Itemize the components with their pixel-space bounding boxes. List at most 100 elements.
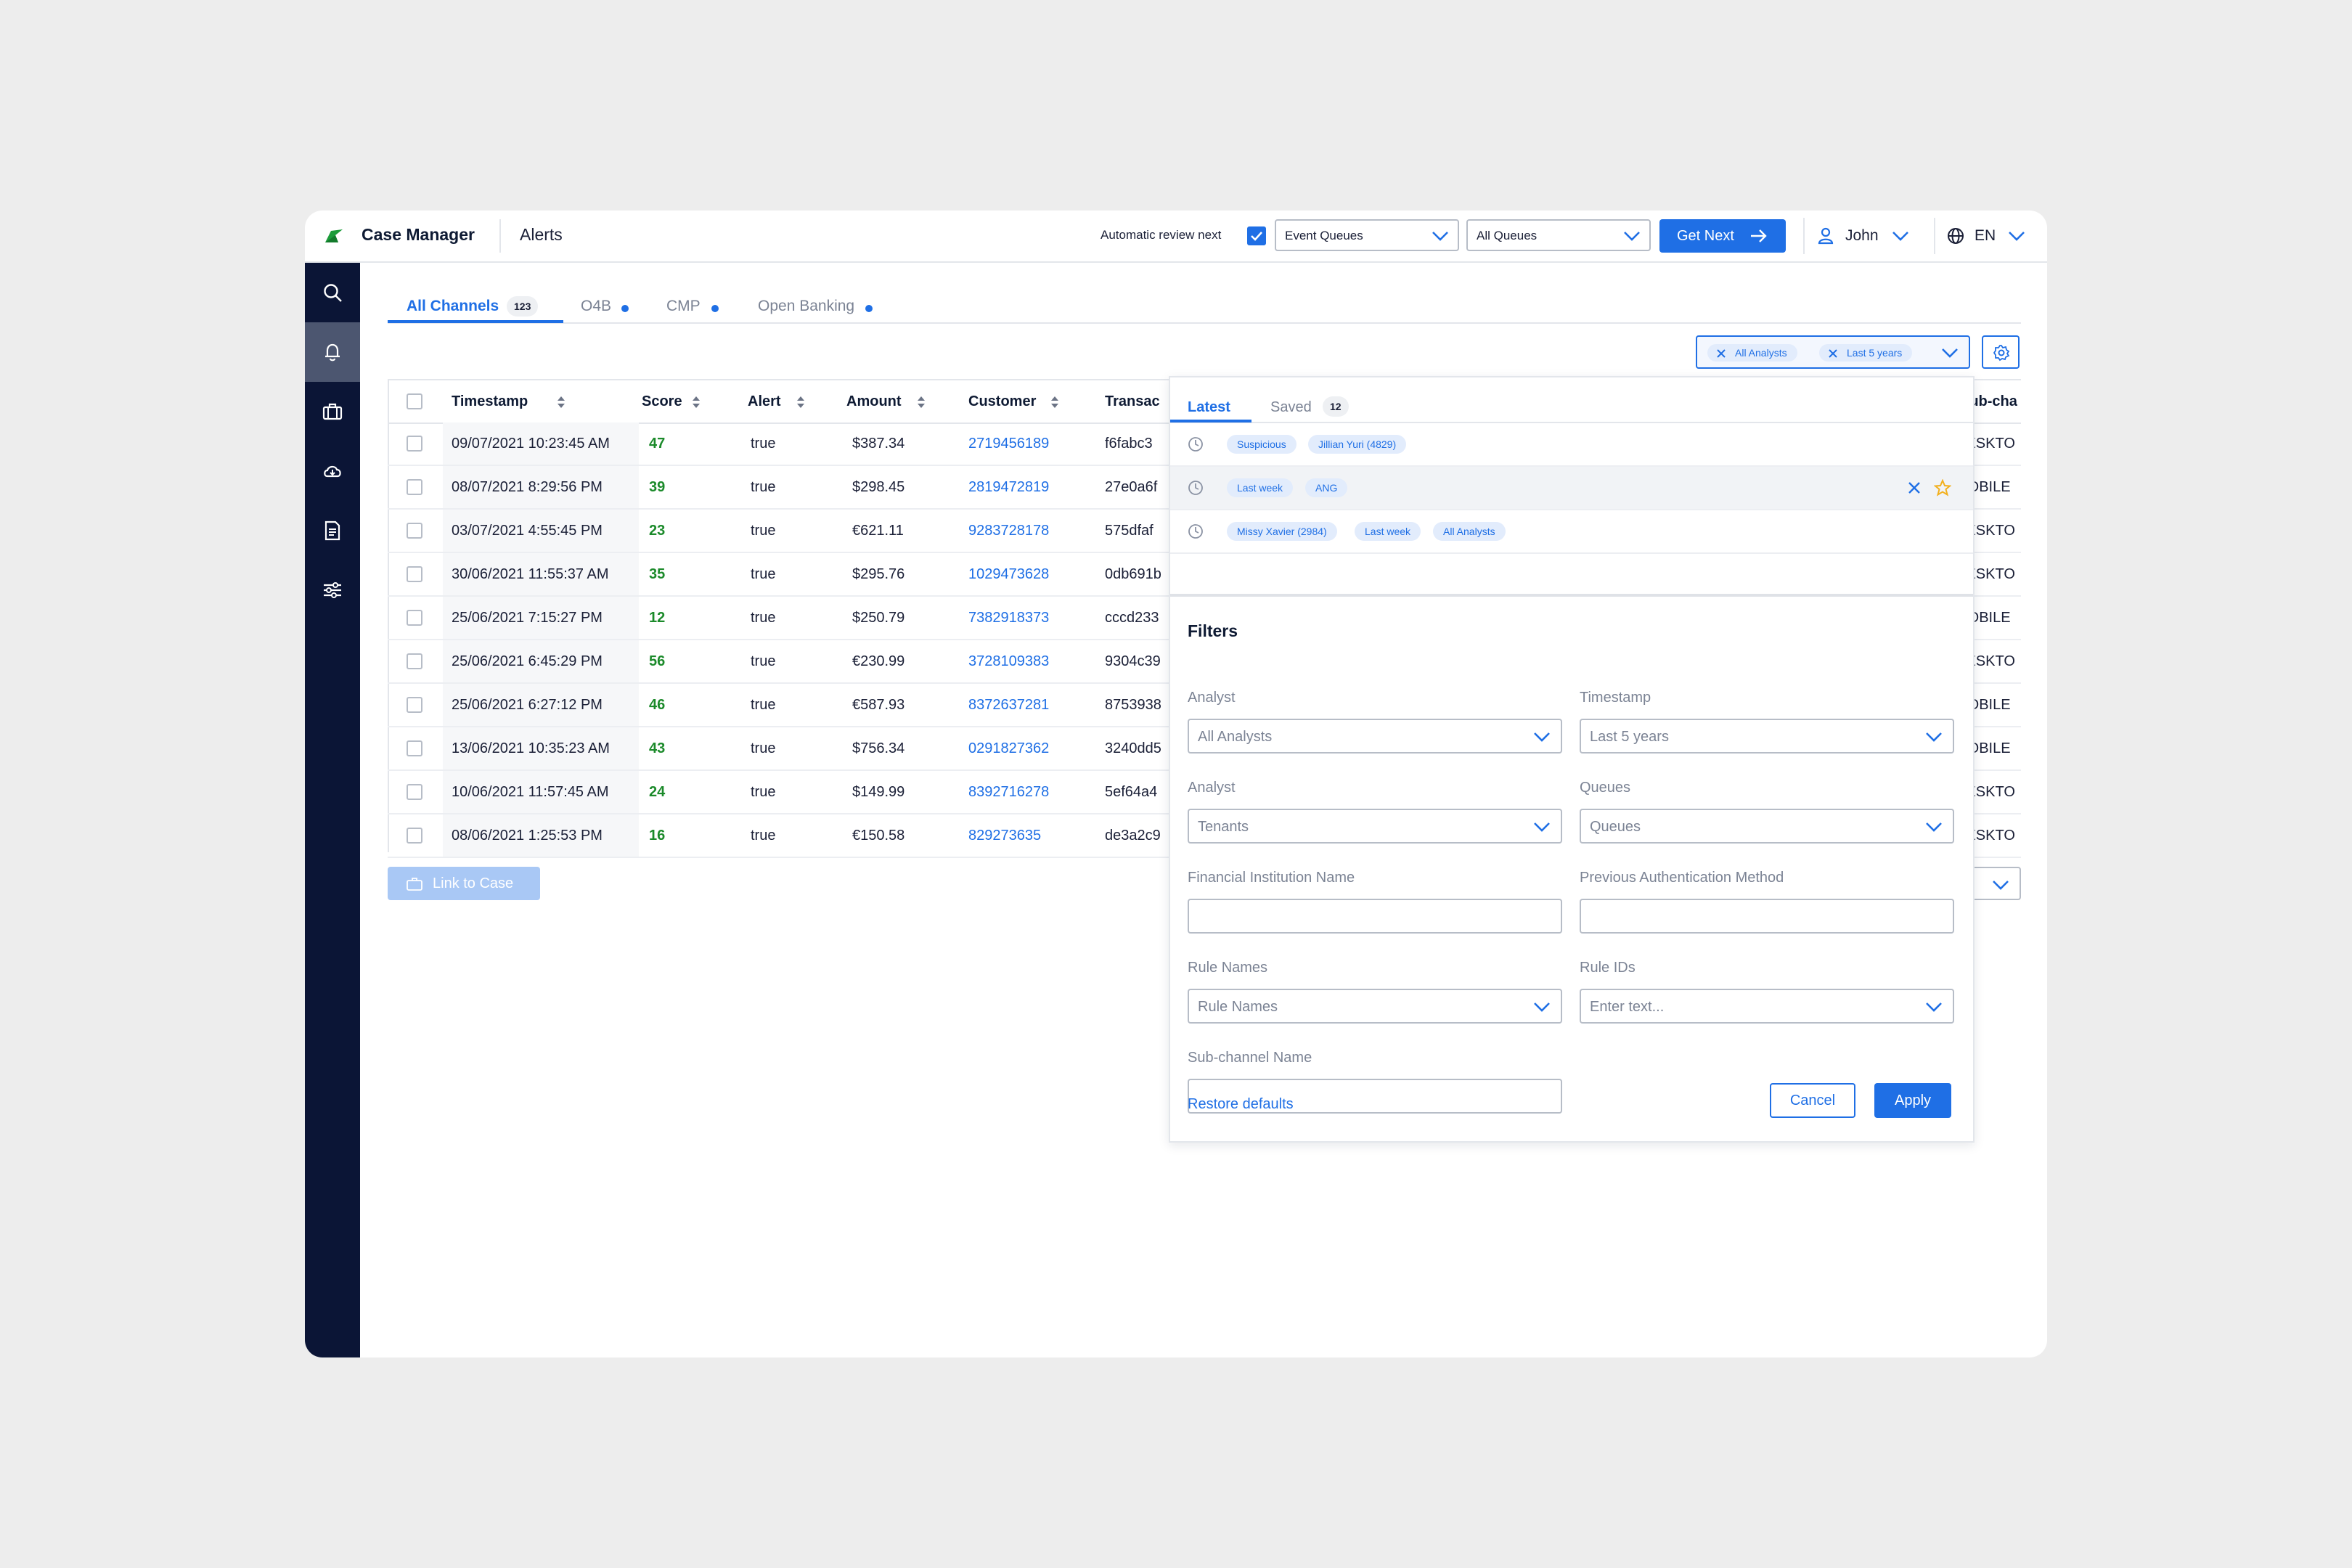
- timestamp-cell-bg: [443, 684, 639, 726]
- language-value: EN: [1975, 227, 1996, 244]
- chevron-down-icon: [1534, 1003, 1550, 1012]
- previous-auth-method-input[interactable]: [1580, 899, 1954, 934]
- language-menu[interactable]: EN: [1947, 219, 2034, 253]
- tab-o4b[interactable]: O4B: [581, 298, 612, 314]
- table-settings-button[interactable]: [1982, 335, 2020, 369]
- subchannel-input[interactable]: [1188, 1079, 1562, 1114]
- row-checkbox[interactable]: [407, 653, 422, 669]
- cell-transaction: 3240dd5: [1105, 740, 1161, 756]
- star-icon[interactable]: [1934, 479, 1951, 497]
- cell-customer[interactable]: 3728109383: [968, 653, 1050, 669]
- event-queues-select[interactable]: Event Queues: [1275, 219, 1459, 251]
- column-header-transaction[interactable]: Transac: [1105, 393, 1160, 409]
- column-header-alert[interactable]: Alert: [748, 393, 781, 409]
- all-queues-select[interactable]: All Queues: [1466, 219, 1651, 251]
- cell-customer[interactable]: 2819472819: [968, 479, 1050, 495]
- timestamp-cell-bg: [443, 466, 639, 508]
- cell-customer[interactable]: 1029473628: [968, 566, 1050, 582]
- column-header-timestamp[interactable]: Timestamp: [452, 393, 528, 409]
- analyst-select[interactable]: All Analysts: [1188, 719, 1562, 754]
- cell-customer[interactable]: 829273635: [968, 828, 1042, 844]
- sort-icon[interactable]: [1050, 395, 1060, 409]
- gear-icon: [1993, 345, 2010, 362]
- chevron-down-icon: [1892, 232, 1908, 241]
- field-label: Queues: [1580, 780, 1631, 796]
- rule-ids-select[interactable]: Enter text...: [1580, 989, 1954, 1024]
- cell-amount: $149.99: [852, 784, 905, 800]
- sidebar-item-downloads[interactable]: [305, 441, 360, 501]
- cell-alert: true: [751, 828, 776, 844]
- column-header-customer[interactable]: Customer: [968, 393, 1037, 409]
- link-to-case-button[interactable]: Link to Case: [388, 867, 540, 900]
- sidebar-item-search[interactable]: [305, 263, 360, 322]
- row-checkbox[interactable]: [407, 828, 422, 844]
- table-row[interactable]: 25/06/2021 7:15:27 PM 12 true $250.79 738291…: [388, 597, 2021, 640]
- history-chip: Suspicious: [1227, 435, 1297, 454]
- filter-chip-analyst[interactable]: All Analysts: [1707, 344, 1797, 362]
- tab-open-banking[interactable]: Open Banking: [758, 298, 855, 314]
- row-checkbox[interactable]: [407, 523, 422, 539]
- history-item[interactable]: Missy Xavier (2984) Last week All Analys…: [1170, 510, 1973, 554]
- rule-names-value: Rule Names: [1198, 999, 1278, 1015]
- filter-chip-bar[interactable]: All Analysts Last 5 years: [1696, 335, 1970, 369]
- auto-review-checkbox[interactable]: [1247, 226, 1266, 245]
- saved-count-badge: 12: [1323, 396, 1349, 417]
- cell-customer[interactable]: 9283728178: [968, 523, 1050, 539]
- select-all-checkbox[interactable]: [407, 393, 422, 409]
- row-checkbox[interactable]: [407, 479, 422, 495]
- sort-icon[interactable]: [796, 395, 806, 409]
- close-icon: [1717, 349, 1726, 358]
- cell-customer[interactable]: 2719456189: [968, 436, 1050, 452]
- sort-icon[interactable]: [691, 395, 701, 409]
- row-checkbox[interactable]: [407, 740, 422, 756]
- cell-transaction: cccd233: [1105, 610, 1159, 626]
- cell-customer[interactable]: 8372637281: [968, 697, 1050, 713]
- cell-score: 39: [649, 479, 666, 495]
- download-cloud-icon: [324, 465, 341, 478]
- cell-customer[interactable]: 7382918373: [968, 610, 1050, 626]
- rule-names-select[interactable]: Rule Names: [1188, 989, 1562, 1024]
- cell-customer[interactable]: 8392716278: [968, 784, 1050, 800]
- history-chip: ANG: [1305, 478, 1348, 497]
- column-header-amount[interactable]: Amount: [846, 393, 902, 409]
- divider: [1803, 218, 1805, 254]
- tenants-select[interactable]: Tenants: [1188, 809, 1562, 844]
- timestamp-select[interactable]: Last 5 years: [1580, 719, 1954, 754]
- sidebar-item-cases[interactable]: [305, 382, 360, 441]
- apply-button[interactable]: Apply: [1874, 1083, 1951, 1118]
- sidebar-item-settings[interactable]: [305, 560, 360, 620]
- sliders-icon: [324, 582, 341, 598]
- clock-icon: [1188, 437, 1203, 452]
- row-checkbox[interactable]: [407, 610, 422, 626]
- sort-icon[interactable]: [916, 395, 926, 409]
- tab-saved[interactable]: Saved: [1270, 399, 1312, 415]
- column-header-score[interactable]: Score: [642, 393, 682, 409]
- tab-cmp[interactable]: CMP: [666, 298, 701, 314]
- cell-transaction: 0db691b: [1105, 566, 1161, 582]
- row-checkbox[interactable]: [407, 436, 422, 452]
- tab-all-channels[interactable]: All Channels: [407, 298, 499, 314]
- history-item[interactable]: Last week ANG: [1170, 467, 1973, 510]
- tab-count-badge: 123: [507, 296, 539, 317]
- restore-defaults-link[interactable]: Restore defaults: [1188, 1096, 1294, 1112]
- sidebar-item-reports[interactable]: [305, 501, 360, 560]
- row-checkbox[interactable]: [407, 784, 422, 800]
- queues-select[interactable]: Queues: [1580, 809, 1954, 844]
- filter-chip-period[interactable]: Last 5 years: [1819, 344, 1913, 362]
- user-menu[interactable]: John: [1818, 219, 1916, 253]
- cell-alert: true: [751, 653, 776, 669]
- history-item[interactable]: Suspicious Jillian Yuri (4829): [1170, 423, 1973, 467]
- field-label: Rule Names: [1188, 960, 1268, 976]
- cancel-button[interactable]: Cancel: [1770, 1083, 1855, 1118]
- get-next-button[interactable]: Get Next: [1659, 219, 1786, 253]
- cell-customer[interactable]: 0291827362: [968, 740, 1050, 756]
- financial-institution-input[interactable]: [1188, 899, 1562, 934]
- close-icon[interactable]: [1908, 481, 1921, 494]
- chevron-down-icon[interactable]: [1941, 346, 1959, 359]
- row-checkbox[interactable]: [407, 566, 422, 582]
- cell-score: 23: [649, 523, 666, 539]
- tab-latest[interactable]: Latest: [1188, 399, 1230, 415]
- sort-icon[interactable]: [556, 395, 566, 409]
- sidebar-item-alerts[interactable]: [305, 322, 360, 382]
- row-checkbox[interactable]: [407, 697, 422, 713]
